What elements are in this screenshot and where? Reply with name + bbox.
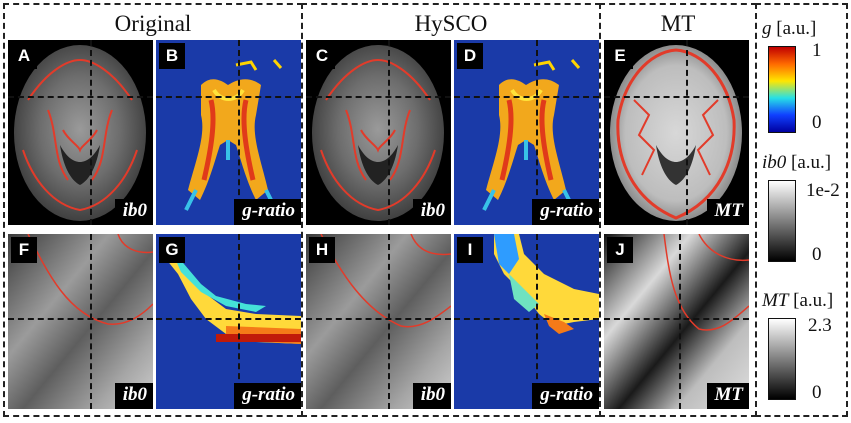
panel-label: MT <box>706 383 749 409</box>
group-title-hysco: HySCO <box>414 11 488 36</box>
panel-label: ib0 <box>412 199 451 225</box>
panel-label: g-ratio <box>234 199 301 225</box>
panel-letter: E <box>607 43 633 69</box>
colorbar-mt <box>768 318 796 400</box>
panel-b: B g-ratio <box>156 40 301 225</box>
panel-label: MT <box>706 199 749 225</box>
colorbar-mt-min: 0 <box>812 382 822 403</box>
crosshair-horizontal <box>306 318 451 320</box>
crosshair-vertical <box>388 234 390 409</box>
crosshair-horizontal <box>306 96 451 98</box>
crosshair-vertical <box>536 40 538 225</box>
colorbar-mt-title: MT [a.u.] <box>762 290 834 311</box>
group-colorbars <box>755 3 848 417</box>
crosshair-vertical <box>238 40 240 225</box>
group-title-mt: MT <box>660 11 696 36</box>
panel-letter: B <box>159 43 185 69</box>
crosshair-horizontal <box>454 96 599 98</box>
group-title-original: Original <box>114 11 192 36</box>
colorbar-ib0-max: 1e-2 <box>806 180 840 201</box>
panel-letter: A <box>11 43 37 69</box>
crosshair-vertical <box>536 234 538 409</box>
panel-label: g-ratio <box>532 199 599 225</box>
crosshair-horizontal <box>8 318 153 320</box>
panel-letter: F <box>11 237 37 263</box>
panel-label: g-ratio <box>234 383 301 409</box>
panel-label: ib0 <box>114 383 153 409</box>
crosshair-vertical <box>90 40 92 225</box>
colorbar-ib0 <box>768 180 796 262</box>
zoom-g-ratio-image <box>156 234 301 409</box>
panel-i: I g-ratio <box>454 234 599 409</box>
zoom-ib0-image <box>8 234 153 409</box>
panel-f: F ib0 <box>8 234 153 409</box>
zoom-ib0-image <box>306 234 451 409</box>
panel-letter: G <box>159 237 185 263</box>
crosshair-horizontal <box>604 318 749 320</box>
colorbar-ib0-title: ib0 [a.u.] <box>762 152 832 173</box>
crosshair-vertical <box>238 234 240 409</box>
brain-ib0-image <box>8 40 153 225</box>
panel-letter: J <box>607 237 633 263</box>
panel-d: D g-ratio <box>454 40 599 225</box>
panel-g: G g-ratio <box>156 234 301 409</box>
panel-j: J MT <box>604 234 749 409</box>
colorbar-g-max: 1 <box>812 40 822 61</box>
brain-ib0-image <box>306 40 451 225</box>
panel-letter: H <box>309 237 335 263</box>
brain-mt-image <box>604 40 749 225</box>
crosshair-horizontal <box>604 96 749 98</box>
panel-label: g-ratio <box>532 383 599 409</box>
crosshair-vertical <box>90 234 92 409</box>
crosshair-vertical <box>686 40 688 225</box>
crosshair-vertical <box>679 234 681 409</box>
colorbar-g-min: 0 <box>812 112 822 133</box>
panel-a: A ib0 <box>8 40 153 225</box>
panel-label: ib0 <box>412 383 451 409</box>
colorbar-ib0-min: 0 <box>812 244 822 265</box>
colorbar-g-title: g [a.u.] <box>762 18 817 39</box>
panel-e: E MT <box>604 40 749 225</box>
panel-c: C ib0 <box>306 40 451 225</box>
g-ratio-map-image <box>454 40 599 225</box>
panel-letter: D <box>457 43 483 69</box>
panel-label: ib0 <box>114 199 153 225</box>
g-ratio-map-image <box>156 40 301 225</box>
panel-letter: C <box>309 43 335 69</box>
crosshair-horizontal <box>8 96 153 98</box>
crosshair-horizontal <box>156 96 301 98</box>
colorbar-mt-max: 2.3 <box>808 315 832 336</box>
zoom-mt-image <box>604 234 749 409</box>
crosshair-horizontal <box>454 318 599 320</box>
panel-letter: I <box>457 237 483 263</box>
crosshair-horizontal <box>156 318 301 320</box>
crosshair-vertical <box>388 40 390 225</box>
panel-h: H ib0 <box>306 234 451 409</box>
colorbar-g <box>768 46 796 133</box>
